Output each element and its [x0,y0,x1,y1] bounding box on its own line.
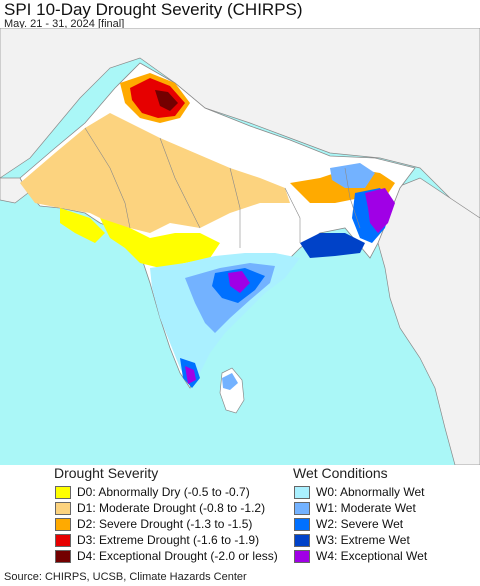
legend-item-d4: D4: Exceptional Drought (-2.0 or less) [55,548,278,564]
legend-wet-title: Wet Conditions [293,465,388,481]
swatch-d1 [55,501,71,515]
legend-label-w2: W2: Severe Wet [316,517,404,531]
swatch-w1 [294,501,310,515]
legend-label-w4: W4: Exceptional Wet [316,549,428,563]
swatch-d4 [55,549,71,563]
legend-item-w0: W0: Abnormally Wet [294,484,424,500]
legend-item-d0: D0: Abnormally Dry (-0.5 to -0.7) [55,484,250,500]
legend-item-w4: W4: Exceptional Wet [294,548,427,564]
swatch-w4 [294,549,310,563]
legend-label-d3: D3: Extreme Drought (-1.6 to -1.9) [77,533,260,547]
legend-item-d2: D2: Severe Drought (-1.3 to -1.5) [55,516,252,532]
w1-region-northeast [330,163,375,188]
map-title: SPI 10-Day Drought Severity (CHIRPS) [4,0,303,19]
w4-region-northeast [365,188,395,233]
swatch-w3 [294,533,310,547]
d0-region-west [60,208,105,243]
legend-label-w3: W3: Extreme Wet [316,533,410,547]
sri-lanka-wet [222,373,238,390]
w3-region-bengal [300,233,365,258]
swatch-d0 [55,485,71,499]
swatch-w0 [294,485,310,499]
map-subtitle: May. 21 - 31, 2024 [final] [4,18,125,30]
w4-region-central [228,271,250,293]
legend-item-d3: D3: Extreme Drought (-1.6 to -1.9) [55,532,259,548]
d4-region-kashmir [155,90,178,111]
legend-label-d2: D2: Severe Drought (-1.3 to -1.5) [77,517,253,531]
swatch-d3 [55,533,71,547]
drought-map [0,28,480,465]
internal-borders [84,127,361,248]
legend-label-d1: D1: Moderate Drought (-0.8 to -1.2) [77,501,266,515]
w4-region-south [185,366,196,384]
d1-region-northwest [20,113,290,233]
legend-label-w0: W0: Abnormally Wet [316,485,425,499]
legend-item-d1: D1: Moderate Drought (-0.8 to -1.2) [55,500,265,516]
swatch-d2 [55,517,71,531]
swatch-w2 [294,517,310,531]
legend-item-w2: W2: Severe Wet [294,516,403,532]
legend-label-w1: W1: Moderate Wet [316,501,416,515]
d0-region-central [100,218,220,268]
legend-label-d4: D4: Exceptional Drought (-2.0 or less) [77,549,278,563]
legend-label-d0: D0: Abnormally Dry (-0.5 to -0.7) [77,485,250,499]
legend: Drought Severity Wet Conditions D0: Abno… [0,465,480,565]
legend-item-w1: W1: Moderate Wet [294,500,416,516]
legend-drought-title: Drought Severity [54,465,159,481]
legend-item-w3: W3: Extreme Wet [294,532,410,548]
source-credit: Source: CHIRPS, UCSB, Climate Hazards Ce… [4,571,247,583]
outside-land-east [377,177,480,465]
